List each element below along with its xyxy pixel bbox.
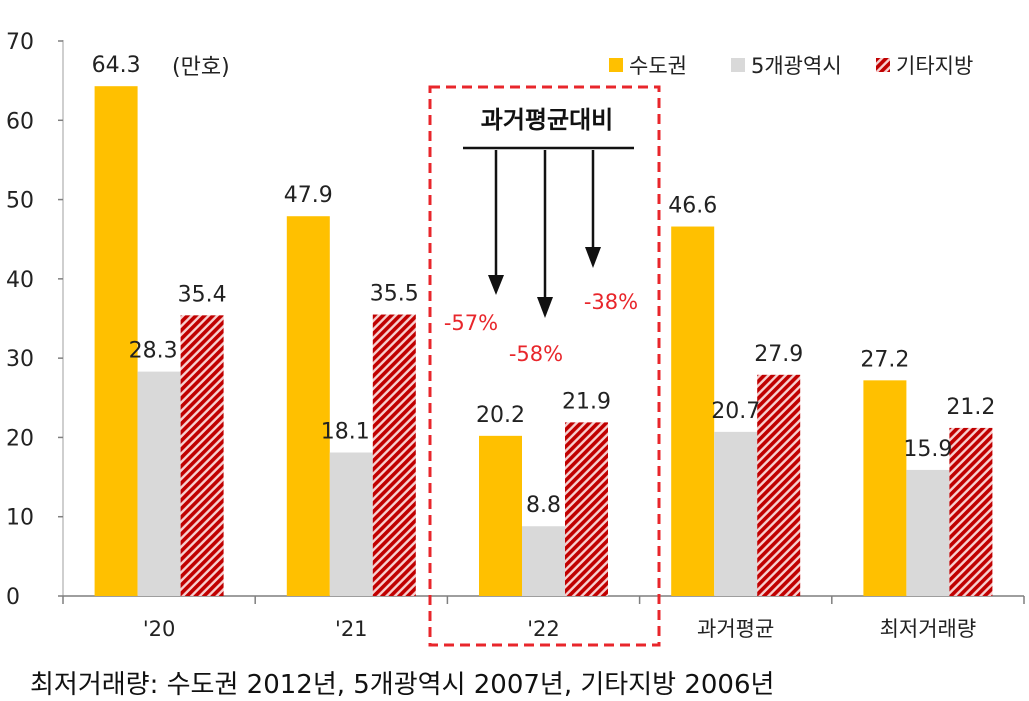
bar-other [757, 374, 801, 596]
y-tick-label: 20 [6, 426, 34, 451]
data-label-other: 21.2 [946, 395, 995, 420]
data-label-capital: 27.2 [860, 347, 909, 372]
data-label-metro: 15.9 [903, 437, 952, 462]
data-label-capital: 46.6 [668, 194, 717, 219]
y-tick-label: 60 [6, 109, 34, 134]
data-label-other: 27.9 [754, 342, 803, 367]
highlight-box: 과거평균대비 -57% -58% -38% [428, 85, 661, 647]
data-label-metro: 20.7 [711, 399, 760, 424]
bar-capital [94, 86, 138, 596]
x-category-label: '21 [335, 617, 368, 641]
data-label-metro: 28.3 [129, 339, 178, 364]
change-capital: -57% [444, 311, 498, 335]
data-label-other: 35.5 [370, 282, 419, 307]
y-tick-label: 50 [6, 189, 34, 214]
y-tick-label: 10 [6, 506, 34, 531]
change-metro: -58% [509, 342, 563, 366]
bar-capital [863, 380, 907, 596]
bar-metro [329, 452, 373, 596]
x-category-label: '20 [143, 617, 176, 641]
legend-swatch-capital [609, 58, 623, 72]
legend-label-metro: 5개광역시 [751, 54, 842, 78]
x-category-label: '22 [527, 617, 560, 641]
y-tick-label: 0 [6, 585, 20, 610]
legend-label-capital: 수도권 [629, 54, 687, 78]
legend-label-other: 기타지방 [896, 54, 973, 78]
legend: 수도권 5개광역시 기타지방 [609, 54, 973, 78]
x-category-label: 최저거래량 [880, 617, 977, 641]
bar-other [949, 427, 993, 596]
bar-metro [714, 431, 758, 596]
legend-swatch-other [876, 58, 890, 72]
data-label-other: 21.9 [562, 389, 611, 414]
data-label-capital: 20.2 [476, 403, 525, 428]
y-tick-label: 30 [6, 347, 34, 372]
bar-other [565, 422, 608, 596]
bar-other [180, 315, 224, 596]
bar-capital [671, 226, 715, 596]
data-label-metro: 8.8 [526, 493, 561, 518]
bar-capital [286, 216, 330, 596]
arrow-metro [537, 150, 553, 318]
bar-metro [906, 469, 950, 596]
y-tick-label: 70 [6, 30, 34, 55]
y-tick-label: 40 [6, 268, 34, 293]
arrow-other [585, 150, 601, 268]
data-label-metro: 18.1 [321, 419, 370, 444]
bar-metro [522, 526, 565, 596]
unit-label: (만호) [172, 55, 230, 80]
data-label-capital: 64.3 [92, 53, 141, 78]
highlight-frame [428, 85, 661, 647]
legend-swatch-metro [731, 58, 745, 72]
highlight-title: 과거평균대비 [481, 106, 613, 134]
footnote: 최저거래량: 수도권 2012년, 5개광역시 2007년, 기타지방 2006… [30, 670, 775, 700]
change-other: -38% [584, 290, 638, 314]
arrow-capital [488, 150, 504, 295]
bar-metro [137, 371, 181, 596]
data-label-other: 35.4 [178, 282, 227, 307]
bar-capital [479, 435, 522, 596]
bar-other [372, 314, 416, 596]
x-category-label: 과거평균 [697, 617, 774, 641]
data-label-capital: 47.9 [284, 183, 333, 208]
